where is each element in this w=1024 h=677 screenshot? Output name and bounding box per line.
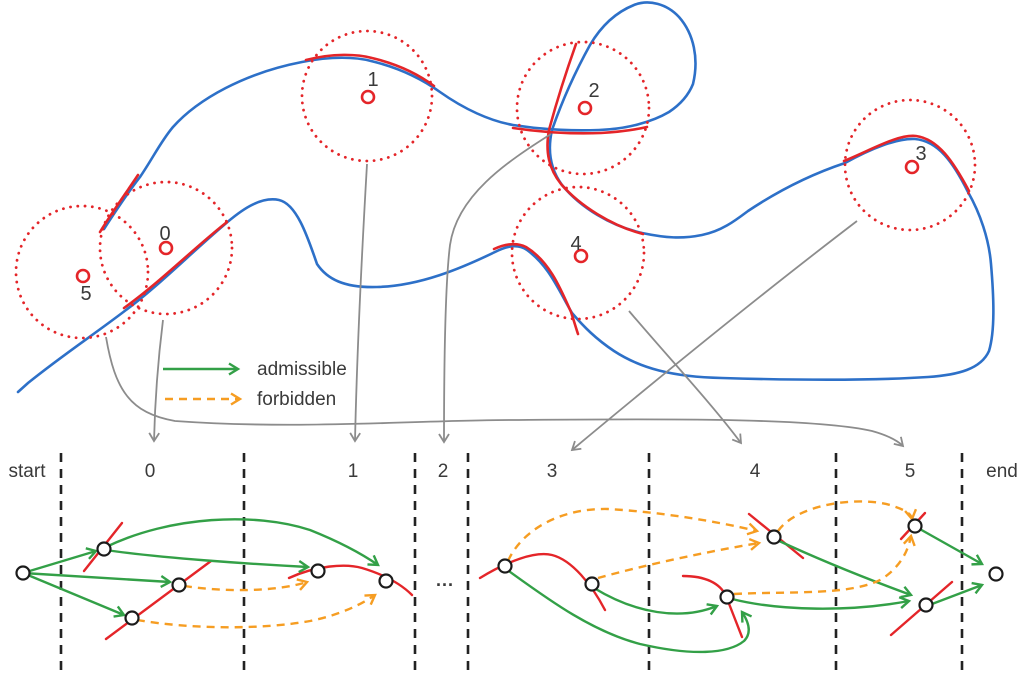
graph-node-e — [378, 573, 394, 589]
waypoint-region-circle-0 — [98, 180, 234, 316]
column-label-1: 1 — [348, 461, 359, 482]
admissible-edge-i-k — [731, 596, 912, 610]
column-label-3: 3 — [547, 461, 558, 482]
waypoint-region-circle-2 — [515, 40, 651, 176]
region-to-column-arrow-1 — [349, 163, 368, 443]
region-to-column-arrow-3 — [570, 220, 858, 452]
waypoint-center-dot-3 — [904, 159, 920, 175]
contact-segment-2b — [546, 42, 645, 236]
forbidden-edge-f-h — [597, 537, 762, 580]
column-label-4: 4 — [750, 461, 761, 482]
graph-node-start — [15, 565, 31, 581]
contact-segment-start — [98, 173, 140, 234]
graph-node-j — [907, 518, 923, 534]
forbidden-edge-i-j — [733, 533, 916, 596]
waypoint-center-dot-5 — [75, 268, 91, 284]
forbidden-edge-g-h — [506, 507, 760, 562]
contact-segment-4 — [492, 242, 580, 336]
forbidden-edge-h-j — [777, 500, 918, 532]
graph-node-c — [124, 610, 140, 626]
waypoint-label-5: 5 — [80, 283, 91, 305]
waypoint-regions-layer: 0 1 2 3 4 5 — [14, 29, 977, 340]
graph-node-g — [497, 558, 513, 574]
admissible-edge-start-a — [22, 547, 99, 575]
waypoint-region-circle-4 — [510, 185, 646, 321]
waypoint-center-dot-2 — [577, 100, 593, 116]
admissible-edge-k-end — [931, 581, 985, 606]
legend-forbidden-label: forbidden — [257, 389, 336, 410]
waypoint-region-circle-1 — [300, 29, 434, 163]
column-label-2: 2 — [438, 461, 449, 482]
trajectory-layer — [16, 1, 995, 394]
waypoint-label-1: 1 — [367, 69, 378, 91]
graph-layer: start 0 1 2 3 4 5 end ... — [9, 453, 1018, 674]
waypoint-center-dot-1 — [360, 89, 376, 105]
ellipsis: ... — [436, 570, 454, 590]
waypoint-label-0: 0 — [159, 223, 170, 245]
waypoint-region-circle-3 — [843, 98, 977, 232]
forbidden-edge-c-e — [136, 593, 377, 629]
region-to-column-arrow-2 — [438, 133, 552, 444]
robot-trajectory — [16, 1, 995, 394]
graph-node-b — [171, 577, 187, 593]
admissible-edge-a-d — [105, 548, 311, 574]
graph-node-k — [918, 597, 934, 613]
column-label-5: 5 — [905, 461, 916, 482]
region-to-column-arrow-5 — [105, 336, 905, 448]
waypoint-center-dot-4 — [573, 248, 589, 264]
admissible-edge-a-e — [105, 518, 380, 567]
legend-admissible-label: admissible — [257, 359, 347, 380]
column-label-0: 0 — [145, 461, 156, 482]
pointer-arrows-layer — [105, 133, 905, 452]
admissible-edge-start-b — [22, 571, 173, 588]
graph-node-i — [719, 589, 735, 605]
graph-node-d — [310, 563, 326, 579]
waypoint-label-2: 2 — [588, 80, 599, 102]
column-label-start: start — [9, 461, 47, 482]
column-label-end: end — [986, 461, 1018, 482]
admissible-edge-h-k — [776, 538, 914, 599]
graph-node-h — [766, 529, 782, 545]
waypoint-center-dot-0 — [158, 240, 174, 256]
contact-segment-2a — [511, 125, 649, 135]
forbidden-edge-b-d — [183, 578, 310, 592]
admissible-edge-f-i — [593, 586, 720, 616]
graph-node-end — [988, 566, 1004, 582]
contact-segment-1 — [304, 53, 436, 88]
graph-node-a — [96, 541, 112, 557]
waypoint-region-circle-5 — [14, 204, 150, 340]
waypoint-label-4: 4 — [570, 233, 581, 255]
admissible-edge-j-end — [917, 526, 985, 566]
waypoint-label-3: 3 — [915, 143, 926, 165]
graph-node-f — [584, 576, 600, 592]
contact-segment-0 — [122, 220, 229, 310]
admissible-edge-g-i-loop — [505, 568, 753, 654]
graph-chord-bc — [104, 559, 213, 641]
admissible-edge-start-c — [22, 571, 127, 618]
region-to-column-arrow-0 — [148, 319, 164, 443]
legend: admissible forbidden — [163, 359, 347, 410]
contact-segment-3 — [842, 134, 971, 193]
contact-segments-layer — [98, 42, 971, 336]
region-to-column-arrow-4 — [628, 310, 743, 445]
